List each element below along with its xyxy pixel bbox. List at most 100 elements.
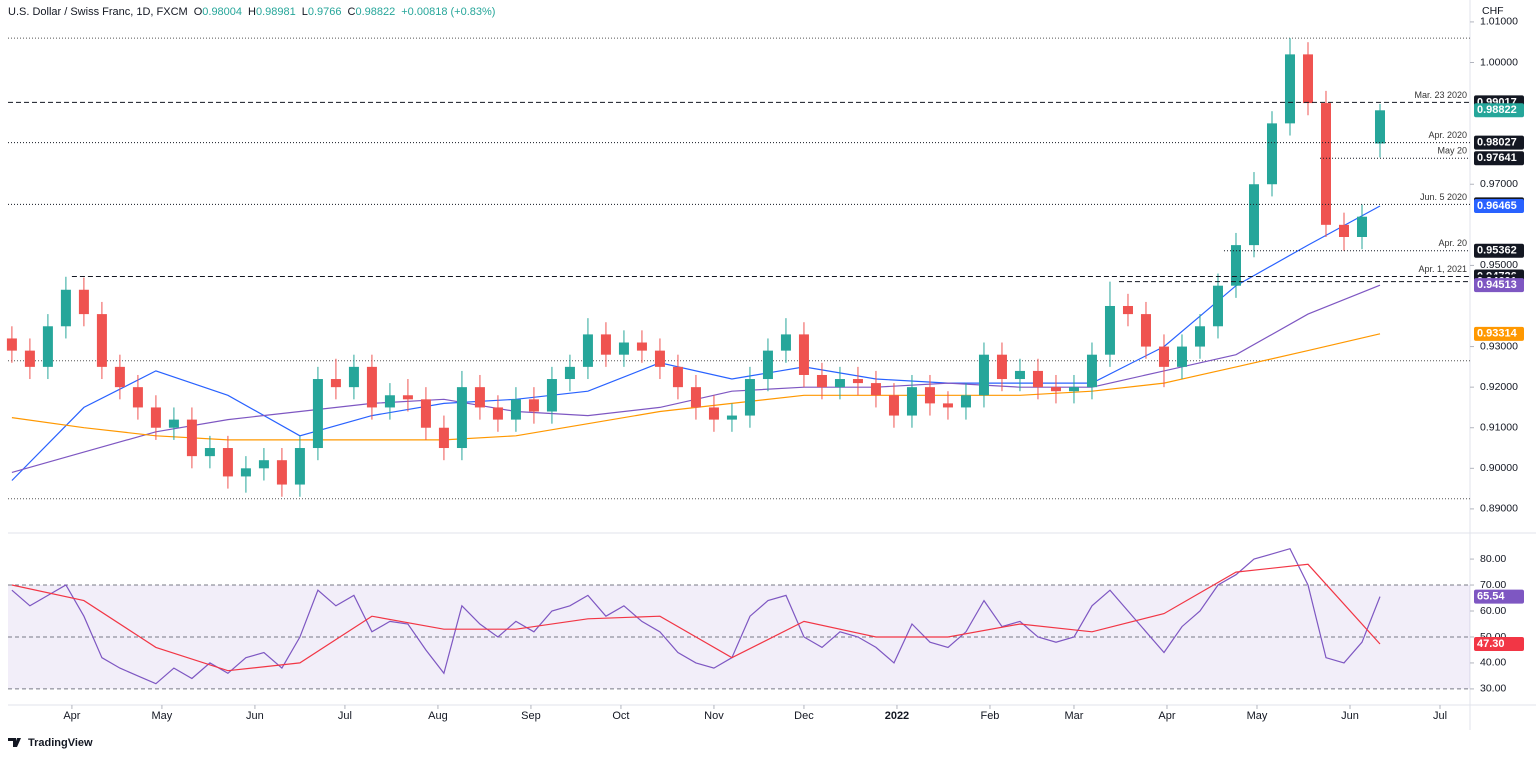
candle-body	[420, 399, 431, 428]
candle-body	[456, 387, 467, 449]
candle-body	[276, 460, 287, 485]
candle-body	[96, 314, 107, 367]
x-tick-label: May	[1247, 710, 1268, 722]
candle-body	[348, 366, 359, 388]
candle-body	[564, 366, 575, 380]
candle-body	[240, 468, 251, 477]
candle-body	[708, 407, 719, 420]
header-key: O	[194, 6, 203, 18]
x-tick-label: Feb	[980, 710, 999, 722]
candle-body	[24, 350, 35, 367]
x-tick-label: Aug	[428, 710, 448, 722]
candle-body	[492, 407, 503, 420]
price-tag-label: 0.95362	[1477, 245, 1517, 257]
y-tick-label: 70.00	[1480, 579, 1506, 591]
candle-body	[1194, 326, 1205, 347]
x-tick-label: Jun	[246, 710, 264, 722]
x-tick-label: Apr	[63, 710, 80, 722]
candle-body	[1248, 184, 1259, 246]
candle-body	[870, 383, 881, 396]
logo-mark	[8, 738, 21, 747]
header-value: 0.98822	[355, 6, 395, 18]
price-tag-label: 0.98822	[1477, 104, 1517, 116]
candle-body	[528, 399, 539, 412]
candle-body	[924, 387, 935, 404]
candle-body	[618, 342, 629, 355]
candle-body	[726, 415, 737, 420]
candle-body	[222, 448, 233, 477]
candle-body	[1140, 314, 1151, 347]
price-tag	[1474, 243, 1524, 258]
candle-body	[438, 427, 449, 449]
level-label: Apr. 2020	[1428, 130, 1467, 140]
candle-body	[168, 419, 179, 428]
y-tick-label: 1.00000	[1480, 56, 1518, 68]
header-key: H	[248, 6, 256, 18]
candle-body	[510, 399, 521, 420]
candle-body	[1068, 387, 1079, 392]
candle-body	[1284, 54, 1295, 124]
price-tag	[1474, 135, 1524, 150]
y-tick-label: 0.90000	[1480, 462, 1518, 474]
candle-body	[114, 366, 125, 388]
candle-body	[1122, 305, 1133, 315]
candle-body	[960, 395, 971, 408]
x-tick-label: Jul	[338, 710, 352, 722]
candle-body	[366, 366, 377, 408]
candle-body	[1086, 354, 1097, 388]
y-tick-label: 40.00	[1480, 657, 1506, 669]
header-value: 0.98981	[256, 6, 296, 18]
candle-body	[942, 403, 953, 408]
candle-body	[1320, 103, 1331, 225]
y-tick-label: 0.91000	[1480, 422, 1518, 434]
x-tick-label: Sep	[521, 710, 541, 722]
x-tick-label: Dec	[794, 710, 814, 722]
logo-text: TradingView	[28, 737, 93, 749]
level-label: Apr. 20	[1438, 238, 1467, 248]
level-label: May 20	[1437, 146, 1467, 156]
candle-body	[906, 387, 917, 416]
y-tick-label: 30.00	[1480, 683, 1506, 695]
level-label: Mar. 23 2020	[1414, 90, 1467, 100]
candle-body	[402, 395, 413, 400]
candle-body	[1302, 54, 1313, 104]
price-tag	[1474, 151, 1524, 166]
price-tag	[1474, 103, 1524, 118]
header: U.S. Dollar / Swiss Franc, 1D, FXCM O0.98…	[8, 6, 495, 18]
candle-body	[996, 354, 1007, 380]
x-tick-label: Nov	[704, 710, 724, 722]
price-tag-label: 0.97641	[1477, 152, 1517, 164]
candle-body	[60, 289, 71, 327]
level-label: Jun. 5 2020	[1420, 192, 1467, 202]
candle-body	[1176, 346, 1187, 367]
candle-body	[600, 334, 611, 355]
candle-body	[1338, 224, 1349, 237]
candle-body	[816, 374, 827, 388]
candle-body	[654, 350, 665, 367]
candle-body	[474, 387, 485, 408]
header-value: 0.98004	[202, 6, 242, 18]
candle-body	[6, 338, 17, 351]
candle-body	[1158, 346, 1169, 367]
logo: TradingView	[8, 737, 93, 749]
x-tick-label: Jun	[1341, 710, 1359, 722]
series-line	[11, 205, 1381, 481]
candle-body	[42, 326, 53, 367]
rsi-tag	[1474, 636, 1524, 651]
y-tick-label: 0.89000	[1480, 503, 1518, 515]
x-tick-label: 2022	[885, 710, 909, 722]
header-change: +0.00818 (+0.83%)	[401, 6, 495, 18]
price-tag-label: 0.96465	[1477, 200, 1517, 212]
candle-body	[582, 334, 593, 367]
candle-body	[690, 387, 701, 408]
y-tick-label: 60.00	[1480, 605, 1506, 617]
candle-body	[132, 387, 143, 408]
header-key: L	[302, 6, 308, 18]
x-tick-label: Jul	[1433, 710, 1447, 722]
price-tag-label: 0.94513	[1477, 279, 1517, 291]
candle-body	[762, 350, 773, 380]
y-tick-label: 1.01000	[1480, 16, 1518, 28]
level-label: Apr. 1, 2021	[1418, 264, 1467, 274]
